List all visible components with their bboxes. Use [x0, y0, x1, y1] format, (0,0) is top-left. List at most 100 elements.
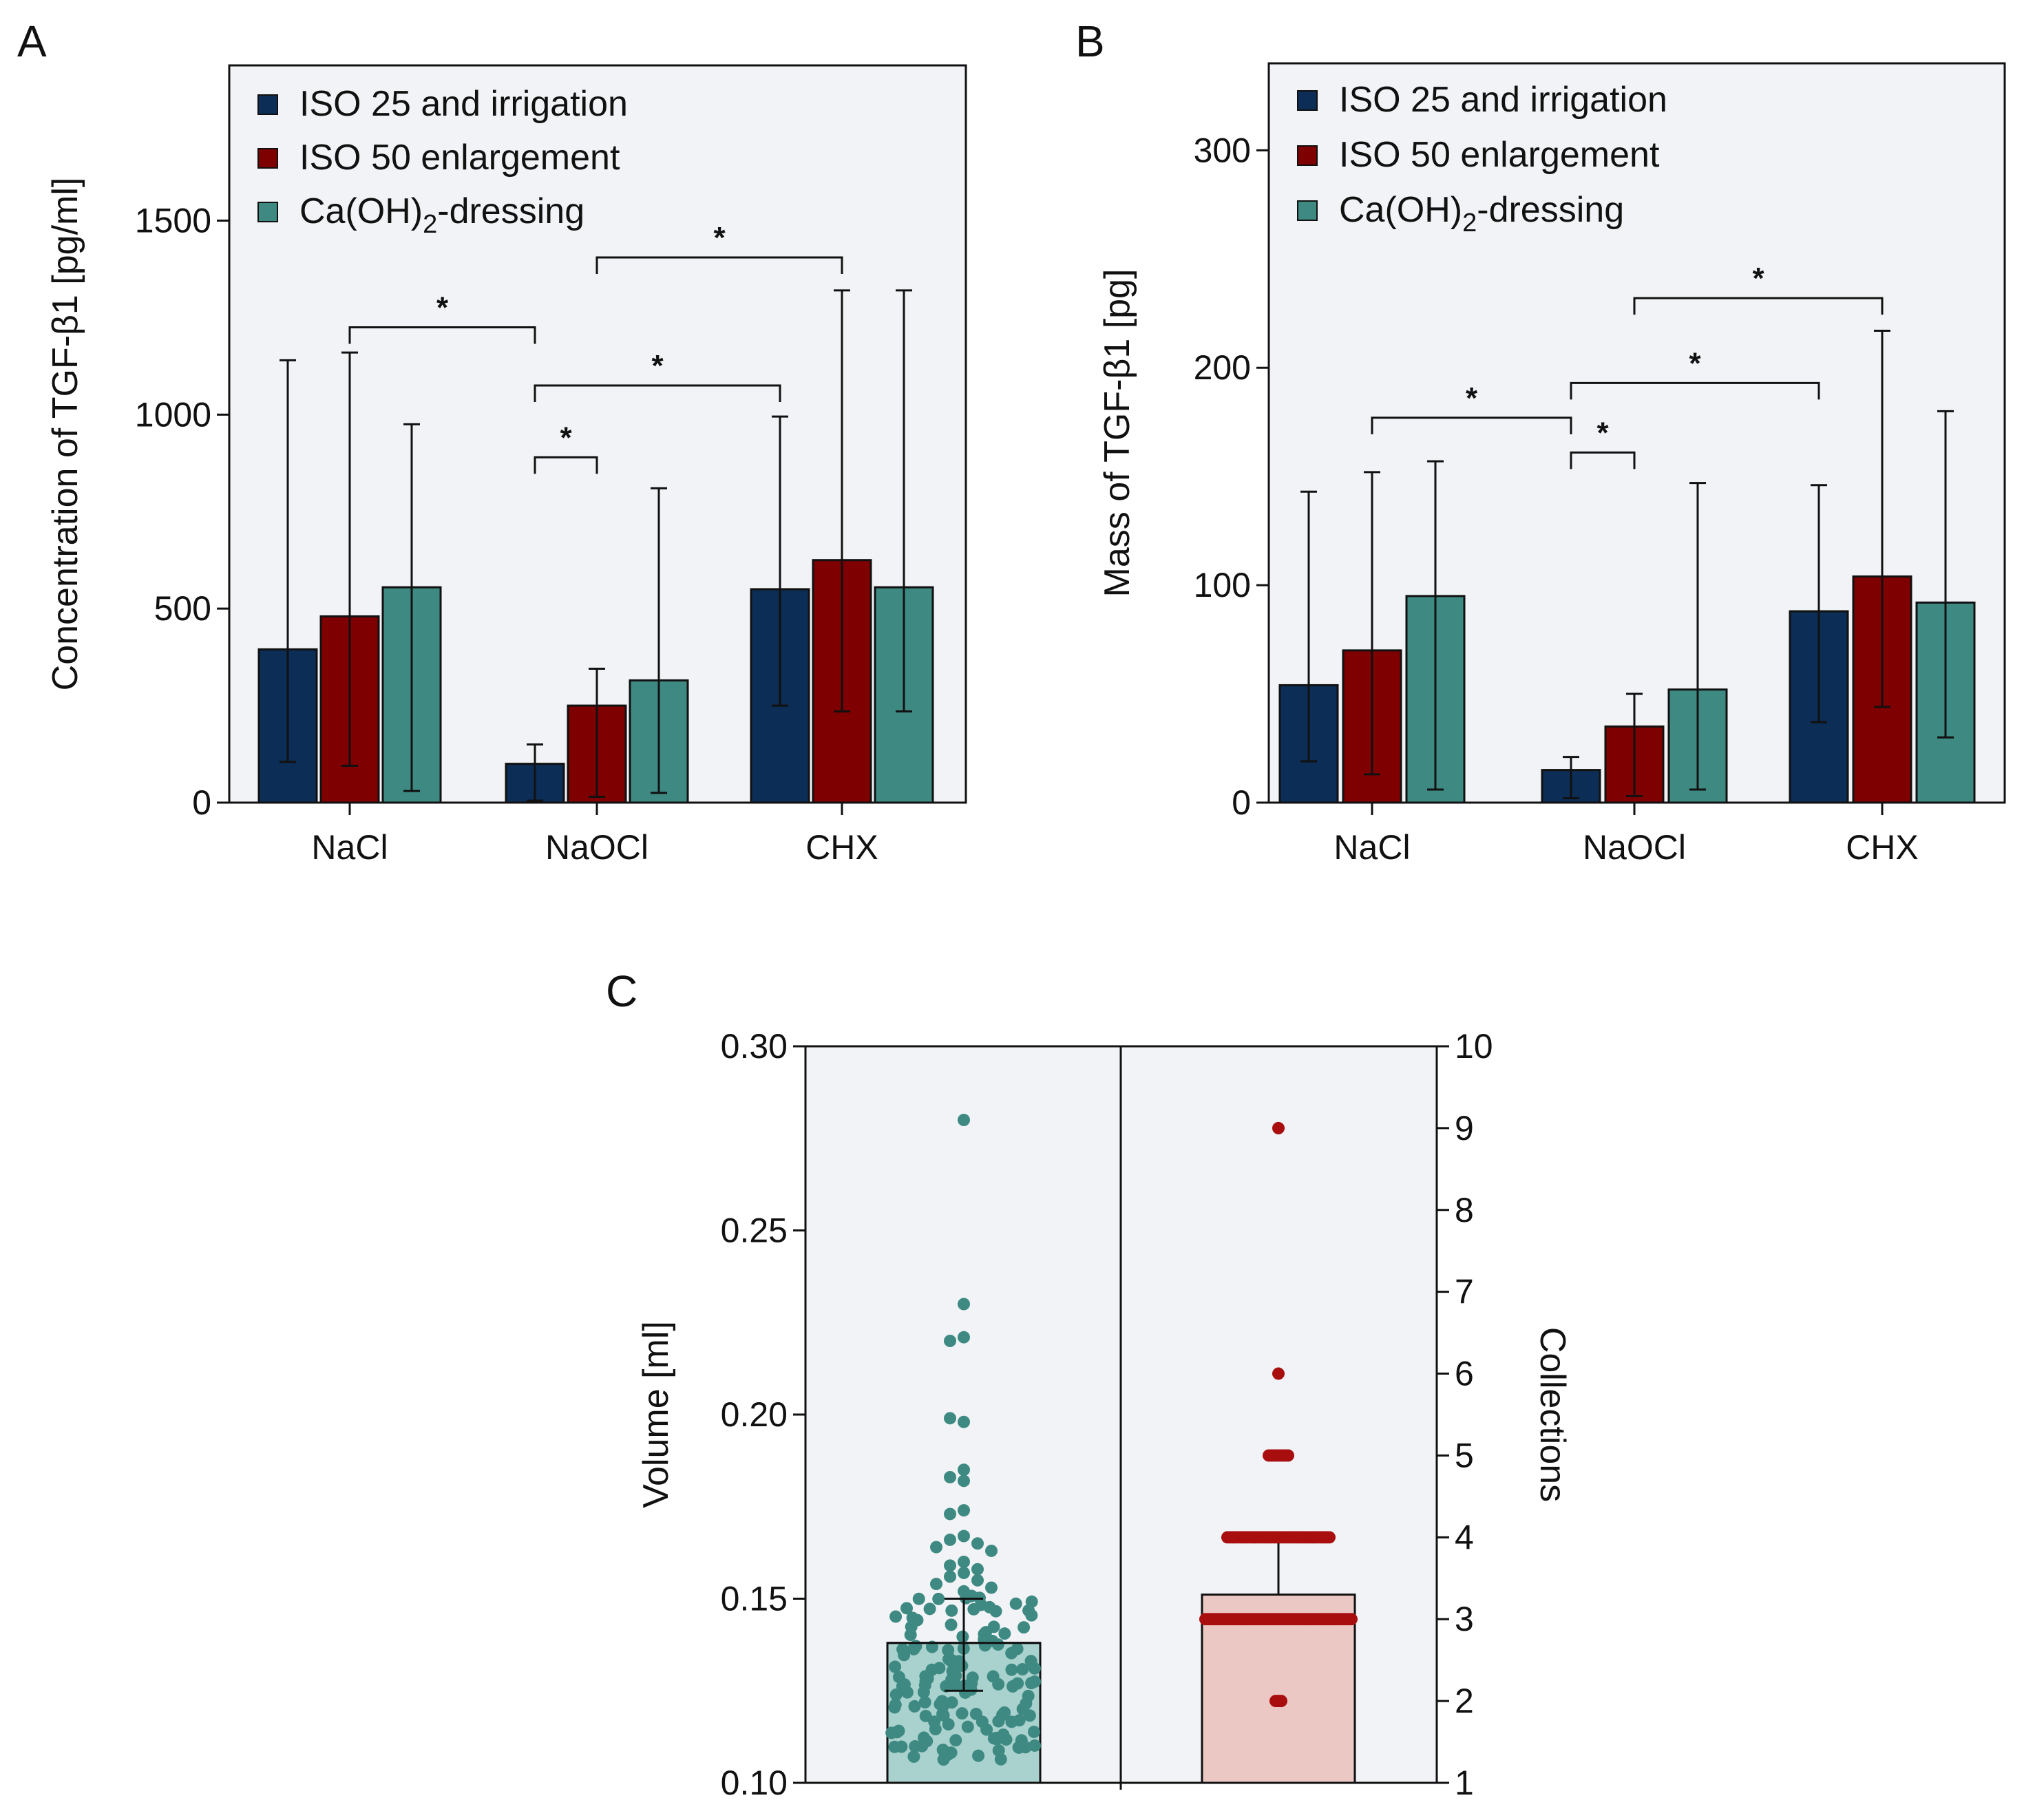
volume-data-point [953, 1655, 966, 1668]
legend-label-suffix: -dressing [437, 191, 584, 231]
significance-star: * [1752, 262, 1764, 295]
significance-star: * [1689, 346, 1701, 380]
volume-data-point [885, 1726, 898, 1739]
volume-data-point [896, 1680, 909, 1693]
significance-star: * [713, 221, 726, 255]
right-y-tick-label: 2 [1455, 1682, 1474, 1720]
volume-data-point [895, 1740, 908, 1753]
significance-bracket [534, 456, 598, 474]
significance-star: * [560, 421, 572, 454]
left-y-tick-label: 0.20 [721, 1395, 788, 1434]
volume-data-point [1027, 1725, 1040, 1738]
collections-data-point [1323, 1531, 1336, 1544]
x-tick-label: NaOCl [545, 828, 649, 867]
volume-data-point [1011, 1677, 1024, 1690]
right-y-tick-label: 10 [1455, 1027, 1493, 1066]
significance-bracket [595, 256, 843, 275]
legend-label-text: Ca(OH) [1339, 190, 1462, 230]
volume-data-point [889, 1688, 903, 1701]
volume-data-point [959, 1686, 972, 1699]
right-y-tick-label: 9 [1455, 1109, 1474, 1147]
y-tick-label: 0 [1232, 783, 1251, 822]
volume-data-point [1009, 1597, 1022, 1610]
y-tick-label: 500 [154, 589, 211, 628]
volume-data-point [945, 1696, 958, 1709]
volume-data-point [1015, 1734, 1028, 1747]
left-y-tick-label: 0.15 [721, 1580, 788, 1618]
significance-star: * [1596, 416, 1609, 449]
volume-data-point [930, 1541, 942, 1554]
volume-data-point [958, 1504, 970, 1517]
significance-bracket [1371, 416, 1572, 434]
volume-data-point [944, 1533, 956, 1546]
x-tick-label: NaOCl [1583, 828, 1686, 867]
volume-data-point [889, 1698, 902, 1711]
collections-data-point [1275, 1695, 1287, 1708]
volume-data-point [945, 1618, 958, 1631]
volume-data-point [1016, 1702, 1029, 1715]
volume-data-point [909, 1640, 923, 1653]
x-tick-label: CHX [805, 828, 878, 867]
volume-data-point [944, 1335, 956, 1347]
panel-label-c: C [606, 966, 637, 1016]
volume-data-point [972, 1749, 985, 1762]
significance-star: * [436, 290, 449, 324]
right-y-axis-title: Collections [1532, 1327, 1572, 1502]
legend-label-text: Ca(OH) [299, 191, 423, 231]
volume-data-point [958, 1331, 970, 1344]
volume-data-point [958, 1474, 970, 1488]
volume-data-point [958, 1556, 970, 1568]
legend-label: ISO 50 enlargement [1339, 135, 1660, 175]
significance-bracket [534, 384, 781, 403]
left-y-tick-label: 0.25 [721, 1211, 788, 1250]
volume-data-point [900, 1602, 914, 1615]
volume-data-point [1024, 1655, 1037, 1668]
legend-label: ISO 25 and irrigation [299, 84, 628, 124]
legend-label-text: ISO 50 enlargement [1339, 135, 1660, 175]
collections-data-point [1272, 1121, 1285, 1134]
volume-data-point [958, 1530, 970, 1543]
volume-data-point [917, 1686, 930, 1699]
volume-data-point [941, 1748, 954, 1761]
volume-data-point [1029, 1739, 1042, 1752]
volume-data-point [925, 1663, 938, 1676]
legend-swatch [257, 202, 278, 222]
volume-data-point [992, 1744, 1005, 1757]
left-y-tick-label: 0.10 [721, 1764, 788, 1802]
panel-c-chart: 0.10 0.15 0.20 0.25 0.30 Volume [ml] 1 2 3 4 5 6 7 8 9… [636, 1027, 1572, 1802]
left-y-tick-label: 0.30 [721, 1027, 788, 1066]
legend-label-suffix: -dressing [1477, 190, 1624, 230]
significance-bracket [1570, 381, 1820, 400]
volume-data-point [956, 1630, 969, 1643]
panel-label-a: A [17, 17, 47, 66]
volume-data-point [1022, 1689, 1035, 1702]
volume-data-point [923, 1602, 936, 1616]
volume-data-point [987, 1732, 1000, 1745]
volume-data-point [971, 1574, 984, 1587]
volume-data-point [985, 1544, 998, 1557]
legend-label-subscript: 2 [423, 210, 437, 239]
volume-data-point [1016, 1663, 1029, 1676]
x-tick-label: NaCl [311, 828, 388, 867]
volume-data-point [1022, 1604, 1035, 1617]
volume-data-point [998, 1627, 1011, 1640]
legend-label-subscript: 2 [1462, 209, 1477, 237]
volume-data-point [987, 1670, 1000, 1683]
volume-data-point [958, 1298, 970, 1311]
volume-data-point [944, 1559, 956, 1572]
panel-b-chart: 0 100 200 300 Mass of TGF-β1 [pg] NaCl NaOCl CH… [1097, 62, 2006, 867]
volume-data-point [949, 1669, 962, 1682]
legend-label-text: ISO 50 enlargement [299, 138, 620, 178]
legend-swatch [1297, 145, 1318, 166]
volume-data-point [934, 1697, 947, 1711]
volume-data-point [985, 1581, 998, 1594]
legend-swatch [257, 148, 278, 169]
legend-label: ISO 25 and irrigation [1339, 80, 1667, 120]
volume-data-point [958, 1114, 970, 1126]
significance-star: * [651, 349, 664, 383]
volume-data-point [916, 1739, 929, 1753]
volume-data-point [1029, 1675, 1042, 1688]
legend-label-text: ISO 25 and irrigation [299, 84, 628, 124]
right-y-tick-label: 6 [1455, 1355, 1474, 1393]
y-axis-title: Concentration of TGF-β1 [pg/ml] [45, 178, 85, 691]
